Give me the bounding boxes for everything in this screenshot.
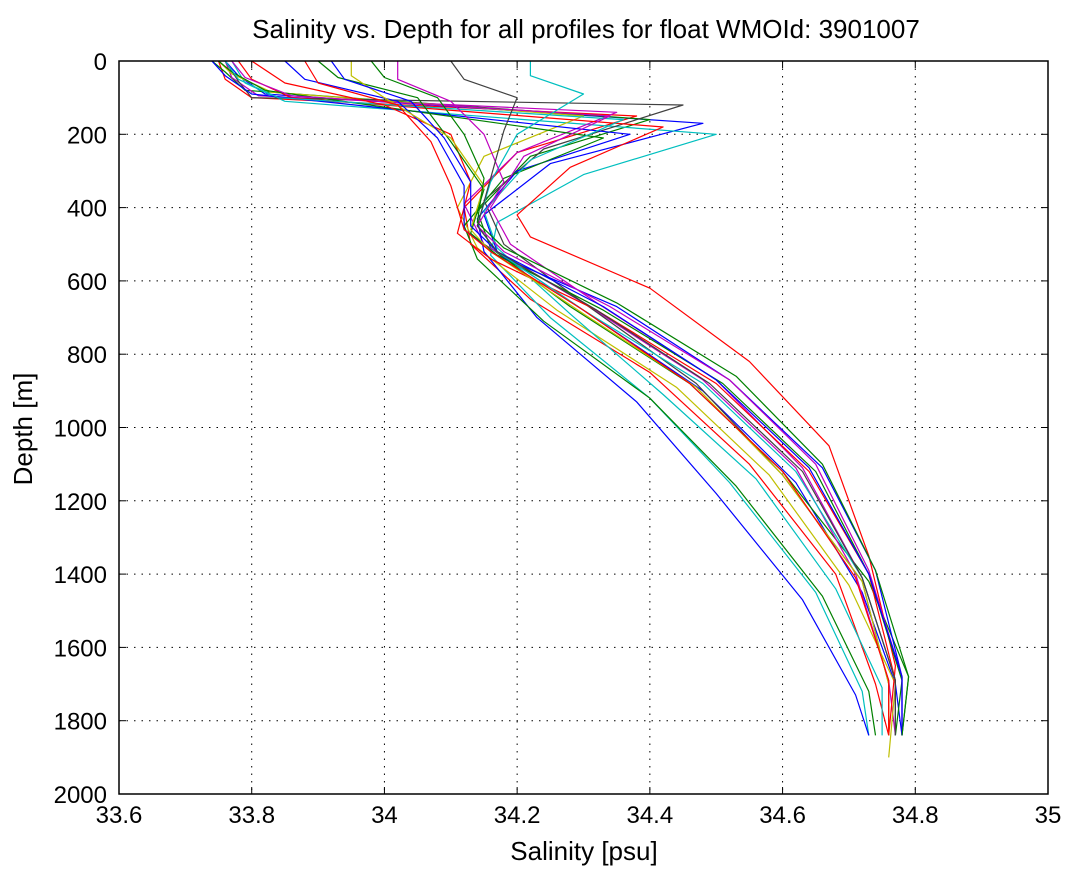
profile-line-2 bbox=[224, 60, 903, 736]
profile-line-13 bbox=[251, 60, 897, 736]
profile-line-15 bbox=[317, 60, 903, 736]
profile-line-20 bbox=[330, 60, 903, 736]
profile-line-10 bbox=[218, 60, 877, 736]
profile-line-5 bbox=[224, 60, 896, 736]
plot-frame bbox=[118, 60, 1049, 795]
y-tick-label: 1600 bbox=[54, 635, 107, 662]
y-tick-label: 1200 bbox=[54, 489, 107, 516]
x-axis-ticks: 33.6 33.8 34 34.2 34.4 34.6 34.8 35 bbox=[96, 61, 1062, 829]
profile-line-17 bbox=[350, 61, 890, 736]
x-tick-label: 35 bbox=[1035, 802, 1062, 829]
y-tick-label: 800 bbox=[67, 342, 107, 369]
profile-line-14 bbox=[284, 60, 903, 736]
y-axis-ticks: 0 200 400 600 800 1000 1200 1400 1600 1800 2000 bbox=[54, 49, 1048, 809]
x-tick-label: 34.4 bbox=[626, 802, 673, 829]
profile-line-11 bbox=[224, 60, 883, 736]
profile-line-3 bbox=[211, 60, 910, 736]
x-tick-label: 34 bbox=[371, 802, 398, 829]
profile-line-18 bbox=[397, 61, 903, 736]
profile-line-8 bbox=[237, 60, 897, 736]
grid-lines bbox=[119, 61, 1048, 794]
y-tick-label: 1800 bbox=[54, 709, 107, 736]
x-tick-label: 34.2 bbox=[494, 802, 541, 829]
y-tick-label: 200 bbox=[67, 122, 107, 149]
y-tick-label: 400 bbox=[67, 196, 107, 223]
profile-line-9 bbox=[211, 60, 870, 736]
x-tick-label: 34.6 bbox=[759, 802, 806, 829]
profile-line-21 bbox=[370, 60, 910, 736]
profile-line-16 bbox=[476, 61, 897, 736]
y-axis-title: Depth [m] bbox=[8, 373, 38, 486]
series-lines bbox=[211, 60, 910, 758]
profile-line-4 bbox=[231, 60, 870, 736]
y-tick-label: 1000 bbox=[54, 416, 107, 443]
chart-title: Salinity vs. Depth for all profiles for … bbox=[252, 14, 920, 44]
x-tick-label: 33.8 bbox=[228, 802, 275, 829]
profile-line-19 bbox=[304, 60, 890, 736]
y-tick-label: 0 bbox=[94, 49, 107, 76]
y-tick-label: 2000 bbox=[54, 782, 107, 809]
profile-line-12 bbox=[231, 60, 897, 736]
y-tick-label: 600 bbox=[67, 269, 107, 296]
x-tick-label: 34.8 bbox=[892, 802, 939, 829]
x-tick-label: 33.6 bbox=[96, 802, 143, 829]
profile-line-22 bbox=[450, 60, 897, 736]
x-axis-title: Salinity [psu] bbox=[510, 836, 657, 866]
y-tick-label: 1400 bbox=[54, 562, 107, 589]
